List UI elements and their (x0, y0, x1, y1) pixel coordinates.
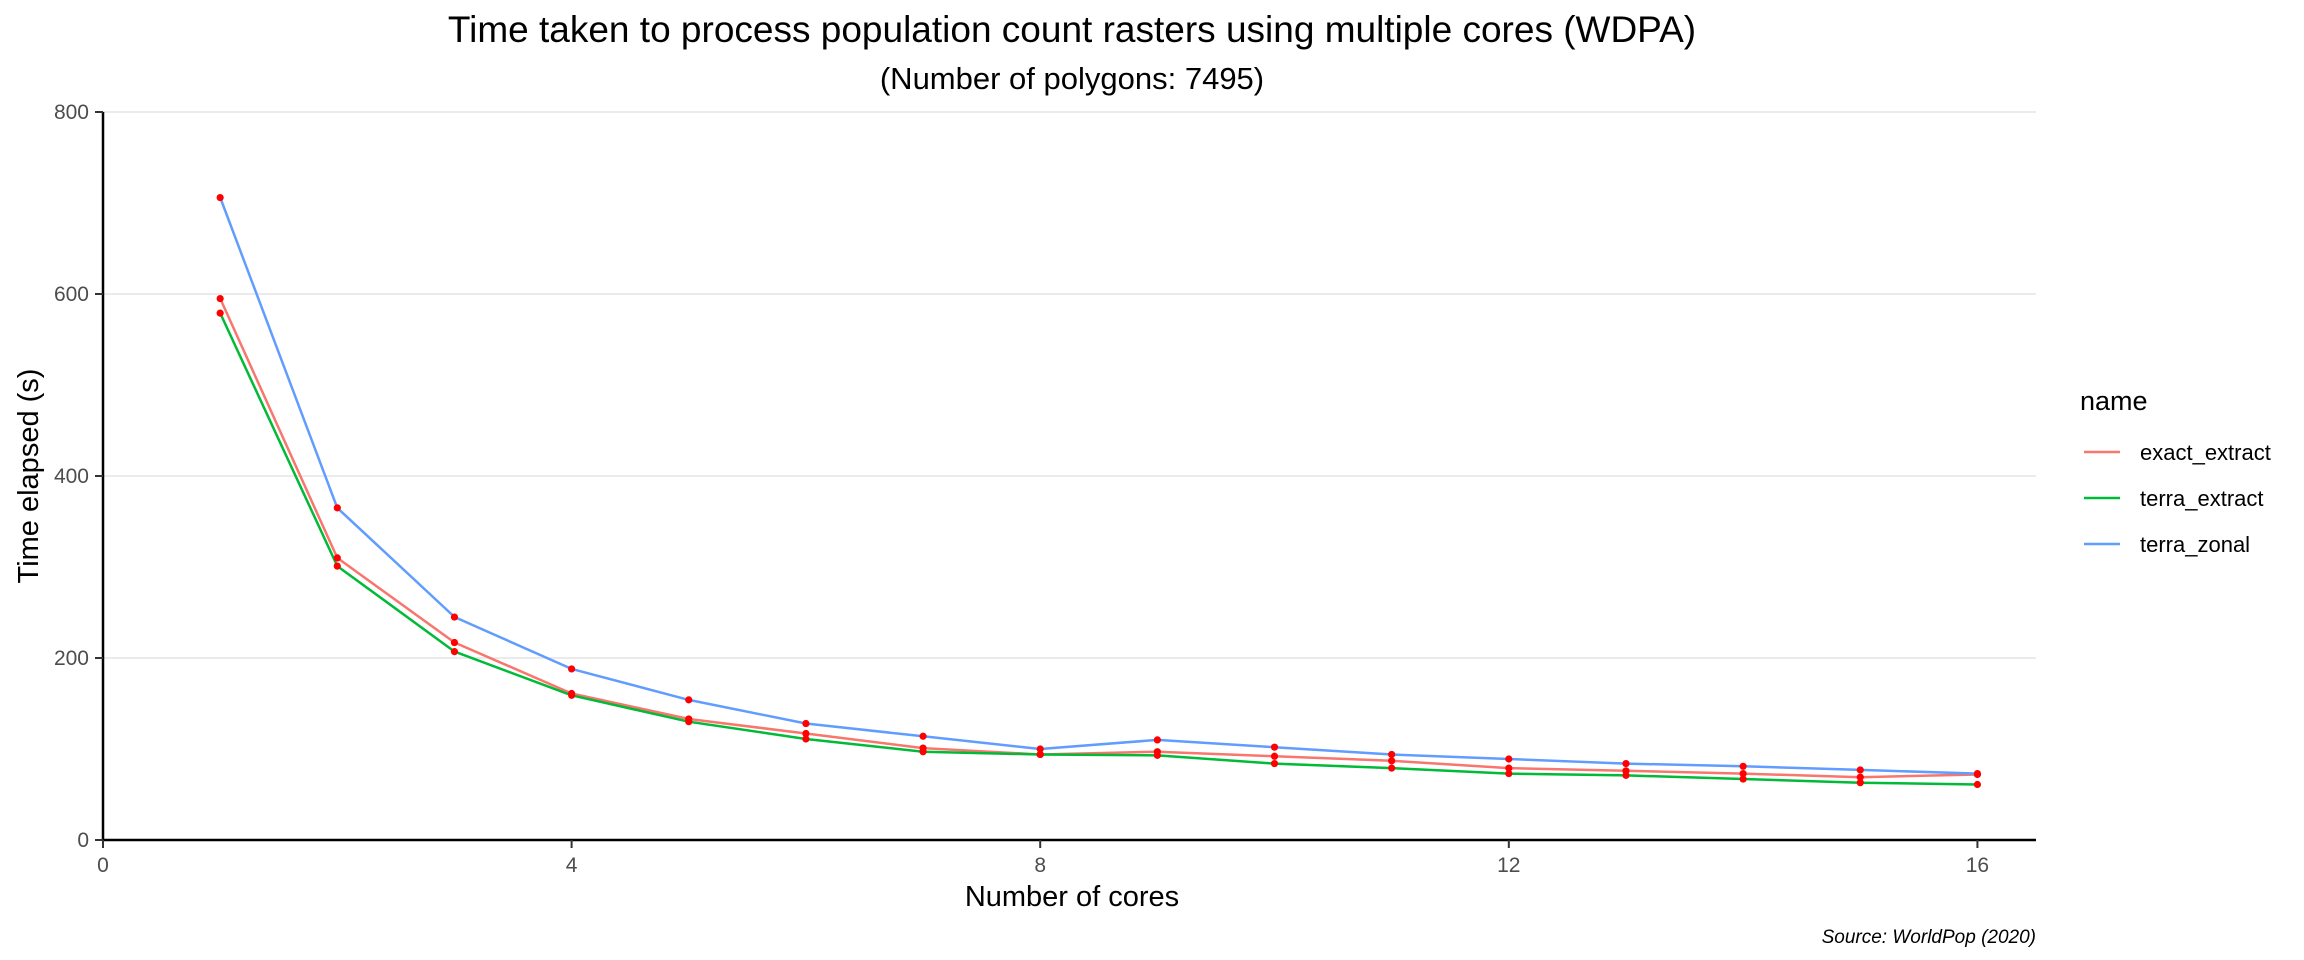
y-tick-label: 600 (54, 283, 89, 306)
x-tick-label: 0 (97, 854, 109, 877)
data-point-terra-extract (1739, 775, 1747, 783)
data-point-terra-extract (568, 691, 576, 699)
data-point-terra-extract (1856, 779, 1864, 787)
data-point-terra-zonal (450, 613, 459, 621)
series-layer (216, 193, 1982, 789)
data-point-terra-zonal (1973, 769, 1982, 778)
data-point-terra-zonal (1856, 766, 1864, 774)
data-point-terra-extract (1270, 759, 1279, 768)
chart-caption: Source: WorldPop (2020) (1822, 927, 2036, 948)
series-line-terra-zonal (219, 197, 1978, 775)
data-point-terra-zonal (685, 696, 693, 704)
series-line-terra-extract (219, 312, 1978, 786)
y-axis-title: Time elapsed (s) (13, 369, 45, 584)
data-point-exact-extract (1505, 764, 1513, 772)
data-point-terra-zonal (1388, 750, 1396, 759)
data-point-terra-zonal (1622, 759, 1630, 768)
legend-label-exact-extract: exact_extract (2140, 440, 2271, 465)
x-tick-label: 12 (1497, 854, 1520, 877)
data-point-terra-zonal (1270, 743, 1279, 751)
data-point-terra-extract (802, 735, 810, 743)
x-tick-label: 16 (1966, 854, 1989, 877)
y-tick-label: 400 (54, 465, 89, 488)
legend-label-terra-zonal: terra_zonal (2140, 532, 2250, 557)
data-point-terra-zonal (1505, 755, 1513, 763)
x-tick-label: 8 (1034, 854, 1046, 877)
data-point-terra-extract (1973, 780, 1982, 789)
data-point-terra-zonal (568, 665, 576, 673)
chart-subtitle: (Number of polygons: 7495) (880, 61, 1264, 96)
legend-label-terra-extract: terra_extract (2140, 486, 2264, 511)
data-point-terra-extract (1622, 771, 1630, 779)
data-point-terra-extract (1036, 750, 1044, 759)
data-point-exact-extract (1739, 769, 1747, 778)
data-point-terra-extract (450, 648, 459, 656)
y-tick-label: 800 (54, 101, 89, 124)
x-axis-title: Number of cores (965, 881, 1179, 913)
grid-layer (103, 111, 2036, 841)
series-line-exact-extract (219, 297, 1978, 779)
data-point-exact-extract (1388, 757, 1396, 765)
x-tick-label: 4 (566, 854, 578, 877)
data-point-terra-zonal (1036, 745, 1044, 753)
legend: exact_extract terra_extract terra_zonal (2084, 440, 2271, 557)
data-point-exact-extract (216, 294, 224, 303)
data-point-terra-extract (333, 562, 341, 570)
data-point-exact-extract (450, 638, 459, 647)
data-point-exact-extract (1856, 773, 1864, 781)
data-point-exact-extract (802, 729, 810, 738)
data-point-terra-extract (685, 718, 693, 726)
legend-title: name (2080, 386, 2148, 416)
data-point-terra-zonal (1739, 762, 1747, 770)
data-point-terra-zonal (216, 193, 224, 202)
axis-layer: 0 200 400 600 800 0 4 8 12 16 (54, 101, 2036, 877)
data-point-exact-extract (333, 554, 341, 562)
chart-title: Time taken to process population count r… (448, 9, 1696, 50)
data-point-terra-extract (1388, 764, 1396, 772)
data-point-terra-zonal (1153, 736, 1161, 744)
data-point-exact-extract (1270, 752, 1279, 760)
y-tick-label: 200 (54, 647, 89, 670)
data-point-terra-extract (919, 748, 927, 756)
data-point-terra-zonal (919, 732, 927, 740)
data-point-terra-zonal (333, 504, 341, 512)
data-point-terra-extract (1505, 769, 1513, 778)
data-point-terra-extract (216, 309, 224, 317)
data-point-terra-extract (1153, 751, 1161, 759)
data-point-terra-zonal (802, 719, 810, 728)
y-tick-label: 0 (77, 829, 89, 852)
